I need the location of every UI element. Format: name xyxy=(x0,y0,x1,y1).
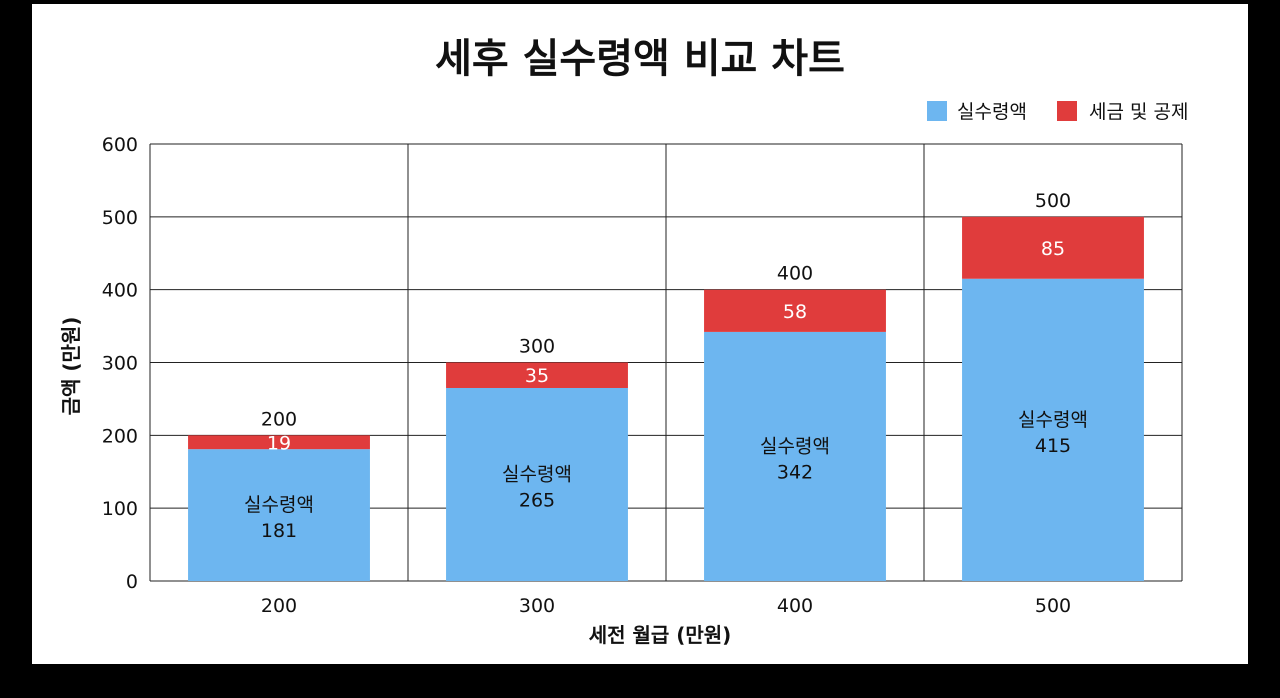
legend-swatch-1 xyxy=(1057,101,1077,121)
bar-tax-400 xyxy=(704,289,886,332)
bar-tax-200 xyxy=(188,435,370,450)
x-tick-label-200: 200 xyxy=(261,595,297,617)
bar-tax-500 xyxy=(962,216,1144,279)
chart-title: 세후 실수령액 비교 차트 xyxy=(435,36,845,82)
x-axis-ticks: 200 300 400 500 xyxy=(261,595,1071,617)
bar-tax-value-label-500: 85 xyxy=(1041,238,1065,260)
legend-label-1: 세금 및 공제 xyxy=(1089,101,1188,123)
bar-tax-value-label-300: 35 xyxy=(525,365,549,387)
bar-net-value-label-400: 342 xyxy=(777,461,813,483)
y-tick-label-600: 600 xyxy=(102,134,138,156)
bar-total-label-400: 400 xyxy=(777,263,813,285)
bar-net-300 xyxy=(446,387,628,581)
bar-net-500 xyxy=(962,278,1144,581)
chart-frame: 세후 실수령액 비교 차트 실수령액 세금 및 공제 0 100 200 300 400 5… xyxy=(32,4,1248,664)
bar-total-label-500: 500 xyxy=(1035,190,1071,212)
y-tick-label-200: 200 xyxy=(102,425,138,447)
bar-net-name-label-400: 실수령액 xyxy=(760,435,830,457)
x-tick-label-300: 300 xyxy=(519,595,555,617)
bar-total-label-300: 300 xyxy=(519,336,555,358)
bar-net-400 xyxy=(704,331,886,581)
bar-net-name-label-200: 실수령액 xyxy=(244,494,314,516)
y-tick-label-100: 100 xyxy=(102,498,138,520)
y-tick-label-500: 500 xyxy=(102,207,138,229)
y-axis-label: 금액 (만원) xyxy=(59,317,83,416)
stacked-bar-chart: 세후 실수령액 비교 차트 실수령액 세금 및 공제 0 100 200 300 400 5… xyxy=(59,36,1188,647)
x-tick-label-400: 400 xyxy=(777,595,813,617)
x-tick-label-500: 500 xyxy=(1035,595,1071,617)
bar-tax-300 xyxy=(446,362,628,388)
legend: 실수령액 세금 및 공제 xyxy=(927,101,1188,123)
y-tick-label-0: 0 xyxy=(126,571,138,593)
y-tick-label-300: 300 xyxy=(102,353,138,375)
bar-tax-value-label-400: 58 xyxy=(783,301,807,323)
bar-net-name-label-500: 실수령액 xyxy=(1018,409,1088,431)
legend-label-0: 실수령액 xyxy=(957,101,1027,123)
y-axis-ticks: 0 100 200 300 400 500 600 xyxy=(102,134,138,593)
y-tick-label-400: 400 xyxy=(102,280,138,302)
bar-net-value-label-500: 415 xyxy=(1035,435,1071,457)
x-axis-label: 세전 월급 (만원) xyxy=(589,623,732,647)
legend-swatch-0 xyxy=(927,101,947,121)
bar-net-value-label-300: 265 xyxy=(519,489,555,511)
bar-net-name-label-300: 실수령액 xyxy=(502,463,572,485)
bar-net-200 xyxy=(188,449,370,581)
bar-tax-value-label-200: 19 xyxy=(267,432,291,454)
bar-total-label-200: 200 xyxy=(261,408,297,430)
bar-net-value-label-200: 181 xyxy=(261,520,297,542)
